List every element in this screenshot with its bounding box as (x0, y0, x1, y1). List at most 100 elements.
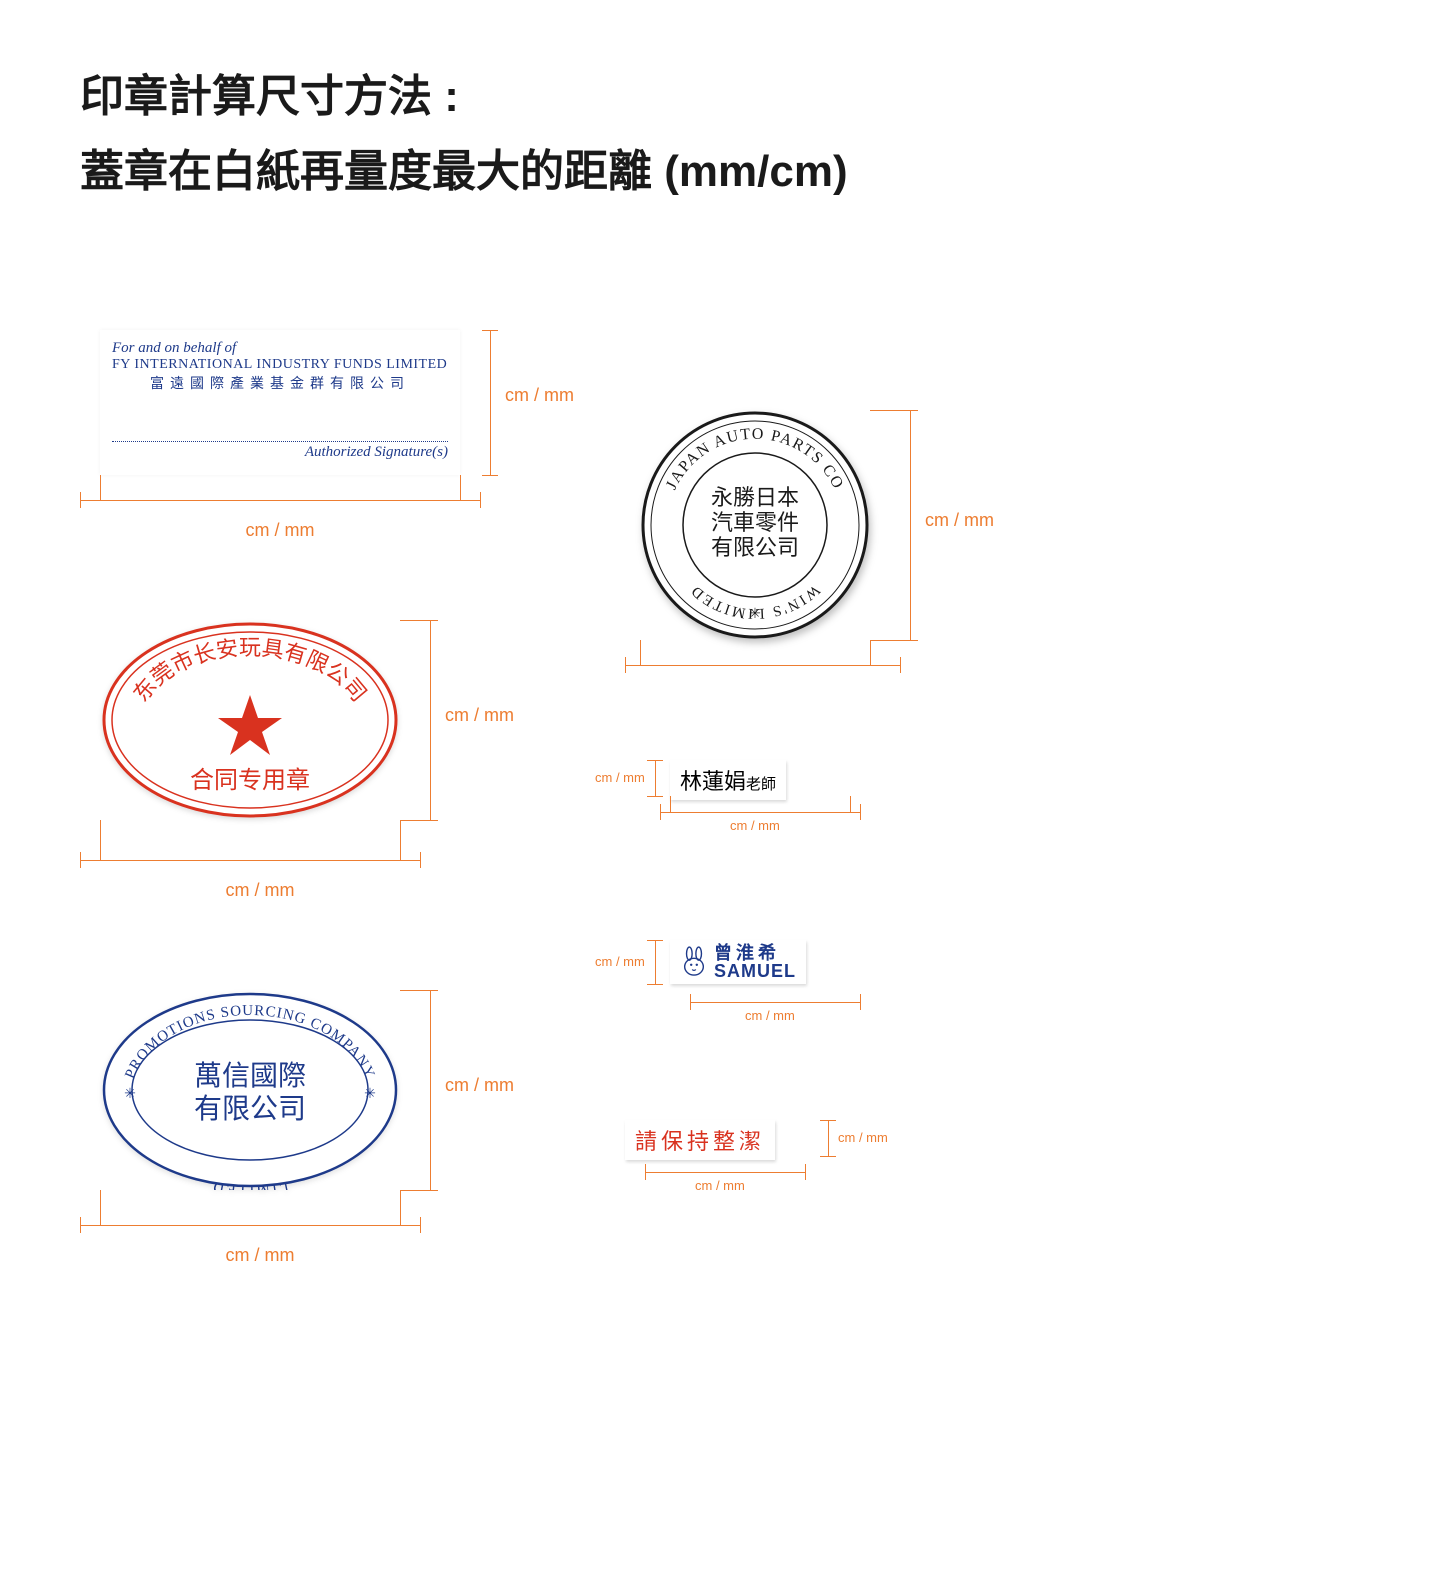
tick (647, 796, 663, 797)
red-dim-v (430, 620, 431, 820)
blue-oval-svg: PROMOTIONS SOURCING COMPANY LIMITED 萬信國際… (100, 990, 400, 1190)
red-oval-bottom: 合同专用章 (190, 767, 310, 794)
tick (860, 994, 861, 1010)
tick (400, 990, 438, 991)
samuel-dim-v (655, 940, 656, 984)
blue-center1: 萬信國際 (194, 1060, 306, 1092)
tick (860, 804, 861, 820)
clean-dim-v-label: cm / mm (838, 1130, 888, 1145)
tick (660, 804, 661, 820)
asterisk-icon: ✳ (364, 1085, 376, 1101)
red-dim-v-label: cm / mm (445, 705, 514, 726)
tick (480, 492, 481, 508)
tick (400, 1190, 438, 1191)
red-dim-h (80, 860, 420, 861)
heading-line2: 蓋章在白紙再量度最大的距離 (mm/cm) (80, 135, 1365, 210)
teacher-dim-v (655, 760, 656, 796)
tick (100, 1190, 101, 1225)
red-dim-h-label: cm / mm (180, 880, 340, 901)
tick (647, 760, 663, 761)
rect-line3: 富遠國際產業基金群有限公司 (112, 373, 448, 393)
teacher-dim-h (660, 812, 860, 813)
heading-line1: 印章計算尺寸方法 : (80, 60, 1365, 135)
rect-line1: For and on behalf of (112, 340, 448, 357)
teacher-suffix: 老師 (746, 777, 776, 793)
clean-dim-v (828, 1120, 829, 1156)
tick (400, 820, 401, 860)
teacher-body: 林蓮娟老師 (670, 760, 786, 800)
circle-c1: 永勝日本 (711, 485, 799, 510)
asterisk-icon: ✳ (124, 1085, 136, 1101)
teacher-dim-v-label: cm / mm (595, 770, 645, 785)
tick (400, 620, 438, 621)
blue-dim-v (430, 990, 431, 1190)
stamp-teacher: 林蓮娟老師 (670, 760, 786, 800)
blue-dim-v-label: cm / mm (445, 1075, 514, 1096)
stamp-samuel: 曾淮希 SAMUEL (670, 940, 806, 984)
samuel-text: 曾淮希 SAMUEL (714, 944, 796, 980)
tick (820, 1120, 836, 1121)
teacher-dim-h-label: cm / mm (730, 818, 780, 833)
tick (820, 1156, 836, 1157)
samuel-dim-h (690, 1002, 860, 1003)
stamp-rect-body: For and on behalf of FY INTERNATIONAL IN… (100, 330, 460, 475)
circle-c3: 有限公司 (711, 535, 799, 560)
tick (670, 796, 671, 812)
samuel-dim-h-label: cm / mm (745, 1008, 795, 1023)
teacher-name: 林蓮娟 (680, 769, 746, 794)
tick (482, 475, 498, 476)
samuel-cn: 曾淮希 (714, 944, 796, 962)
tick (645, 1164, 646, 1180)
black-circle-svg: JAPAN AUTO PARTS CO WIN'S LIMITED 永勝日本 汽… (640, 410, 870, 640)
tick (400, 1190, 401, 1225)
tick (80, 1217, 81, 1233)
samuel-en: SAMUEL (714, 962, 796, 980)
tick (900, 657, 901, 673)
tick (400, 820, 438, 821)
bunny-icon (680, 946, 708, 978)
stamp-red-oval: 东莞市长安玩具有限公司 合同专用章 (100, 620, 400, 825)
blue-dim-h (80, 1225, 420, 1226)
clean-dim-h (645, 1172, 805, 1173)
stamp-keep-clean: 請保持整潔 (625, 1120, 775, 1160)
rect-dim-v-line (490, 330, 491, 475)
stamp-black-circle: JAPAN AUTO PARTS CO WIN'S LIMITED 永勝日本 汽… (640, 410, 870, 645)
rect-line2: FY INTERNATIONAL INDUSTRY FUNDS LIMITED (112, 357, 448, 373)
tick (870, 410, 918, 411)
rect-dotted-line (112, 441, 448, 442)
tick (80, 492, 81, 508)
stamp-blue-oval: PROMOTIONS SOURCING COMPANY LIMITED 萬信國際… (100, 990, 400, 1195)
tick (100, 475, 101, 500)
samuel-body: 曾淮希 SAMUEL (670, 940, 806, 984)
tick (482, 330, 498, 331)
circle-dim-v (910, 410, 911, 640)
tick (647, 984, 663, 985)
tick (690, 994, 691, 1010)
rect-dim-h-line (80, 500, 480, 501)
circle-dim-h (625, 665, 900, 666)
diagram-canvas: For and on behalf of FY INTERNATIONAL IN… (80, 330, 1365, 1480)
page-heading: 印章計算尺寸方法 : 蓋章在白紙再量度最大的距離 (mm/cm) (80, 60, 1365, 210)
keep-clean-body: 請保持整潔 (625, 1120, 775, 1160)
clean-dim-h-label: cm / mm (695, 1178, 745, 1193)
circle-dim-v-label: cm / mm (925, 510, 994, 531)
tick (640, 640, 641, 665)
blue-center2: 有限公司 (194, 1093, 306, 1125)
rect-dim-v-label: cm / mm (505, 385, 574, 406)
tick (100, 820, 101, 860)
samuel-dim-v-label: cm / mm (595, 954, 645, 969)
tick (420, 852, 421, 868)
tick (420, 1217, 421, 1233)
rect-line4: Authorized Signature(s) (112, 444, 448, 461)
circle-c2: 汽車零件 (711, 510, 799, 535)
tick (80, 852, 81, 868)
tick (870, 640, 918, 641)
tick (460, 475, 461, 500)
red-oval-svg: 东莞市长安玩具有限公司 合同专用章 (100, 620, 400, 820)
stamp-rect-company: For and on behalf of FY INTERNATIONAL IN… (100, 330, 460, 475)
tick (805, 1164, 806, 1180)
tick (647, 940, 663, 941)
rect-dim-h-label: cm / mm (200, 520, 360, 541)
tick (850, 796, 851, 812)
blue-dim-h-label: cm / mm (180, 1245, 340, 1266)
